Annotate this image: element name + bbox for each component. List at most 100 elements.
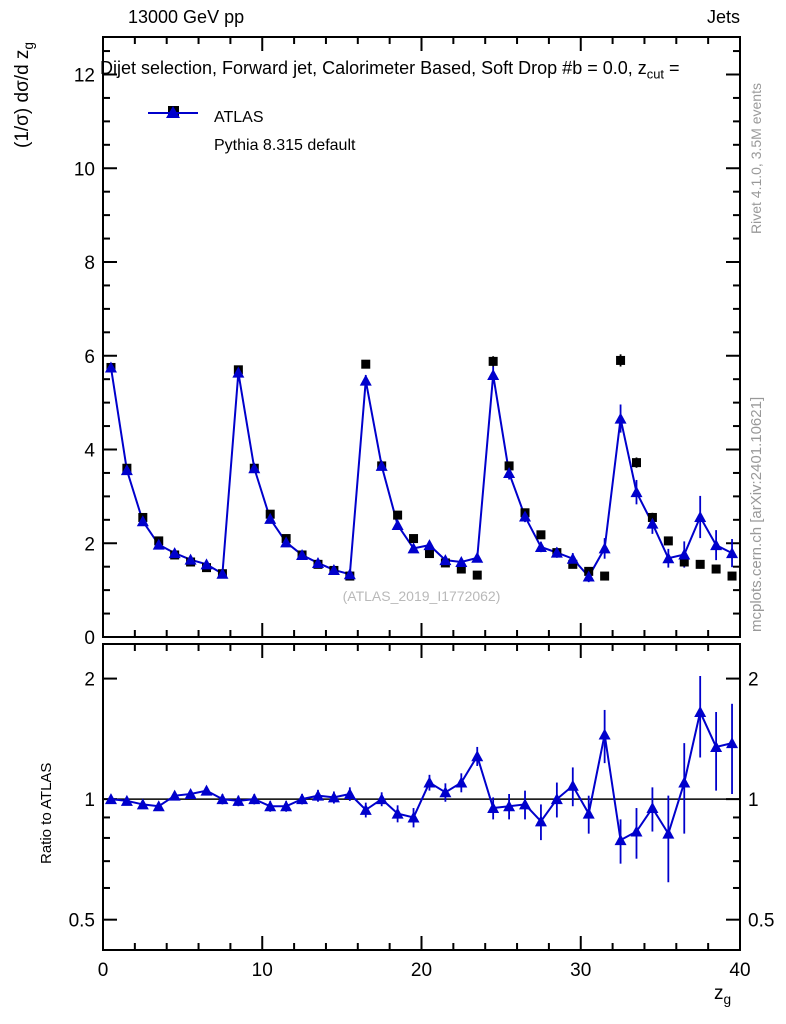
data-marker-triangle: [407, 811, 420, 823]
tick-label: 6: [84, 347, 95, 368]
data-marker-square: [711, 564, 721, 574]
data-marker-triangle: [296, 548, 309, 560]
data-marker-triangle: [200, 558, 213, 570]
data-marker-triangle: [280, 536, 293, 548]
data-marker-triangle: [136, 515, 149, 527]
tick-label: 1: [748, 790, 759, 811]
data-marker-triangle: [311, 556, 324, 568]
data-marker-triangle: [200, 784, 213, 796]
data-marker-triangle: [327, 563, 340, 575]
tick-label: 8: [84, 253, 95, 274]
data-marker-triangle: [407, 542, 420, 554]
plot-title: Dijet selection, Forward jet, Calorimete…: [100, 58, 742, 82]
data-marker-triangle: [519, 798, 532, 810]
data-marker-triangle: [152, 800, 165, 812]
data-marker-triangle: [614, 834, 627, 846]
data-marker-triangle: [343, 568, 356, 580]
data-marker-triangle: [327, 791, 340, 803]
tick-label: 10: [74, 159, 95, 180]
tick-label: 2: [84, 534, 95, 555]
data-marker-square: [456, 564, 466, 574]
data-marker-triangle: [566, 779, 579, 791]
data-marker-triangle: [630, 486, 643, 498]
data-marker-triangle: [168, 547, 181, 559]
data-marker-triangle: [614, 412, 627, 424]
tick-label: 1: [84, 790, 95, 811]
data-marker-triangle: [311, 789, 324, 801]
data-marker-triangle: [375, 793, 388, 805]
data-marker-triangle: [487, 802, 500, 814]
tick-label: 10: [252, 960, 273, 981]
data-marker-square: [409, 534, 419, 544]
data-marker-triangle: [280, 800, 293, 812]
data-marker-square: [488, 356, 498, 366]
data-marker-triangle: [646, 802, 659, 814]
data-marker-triangle: [248, 462, 261, 474]
tick-label: 12: [74, 66, 95, 87]
data-marker-triangle: [359, 374, 372, 386]
data-marker-triangle: [152, 538, 165, 550]
data-marker-square: [568, 559, 578, 569]
y-axis-label-main: (1/σ) dσ/d zg: [12, 41, 36, 148]
data-marker-square: [600, 571, 610, 581]
data-marker-triangle: [582, 807, 595, 819]
data-marker-triangle: [678, 776, 691, 788]
data-marker-triangle: [248, 793, 261, 805]
data-marker-triangle: [726, 737, 739, 749]
data-marker-triangle: [662, 552, 675, 564]
data-marker-triangle: [343, 787, 356, 799]
data-marker-triangle: [264, 800, 277, 812]
data-marker-square: [424, 549, 434, 559]
pythia-line-main: [109, 367, 733, 579]
data-marker-square: [616, 355, 626, 365]
tick-label: 2: [748, 670, 759, 691]
data-marker-triangle: [184, 787, 197, 799]
tick-label: 4: [84, 441, 95, 462]
data-marker-square: [663, 536, 673, 546]
data-marker-triangle: [391, 807, 404, 819]
data-marker-triangle: [630, 825, 643, 837]
data-marker-triangle: [710, 539, 723, 551]
data-marker-square: [361, 359, 371, 369]
data-marker-square: [631, 458, 641, 468]
data-marker-triangle: [678, 548, 691, 560]
data-marker-square: [472, 570, 482, 580]
data-marker-triangle: [646, 517, 659, 529]
data-marker-triangle: [503, 466, 516, 478]
data-marker-triangle: [296, 793, 309, 805]
data-marker-triangle: [359, 803, 372, 815]
data-marker-triangle: [710, 740, 723, 752]
data-marker-triangle: [264, 512, 277, 524]
legend-label-pythia: Pythia 8.315 default: [214, 137, 356, 154]
data-marker-triangle: [136, 798, 149, 810]
data-marker-triangle: [503, 800, 516, 812]
tick-label: 20: [411, 960, 432, 981]
plot-title-text: Dijet selection, Forward jet, Calorimete…: [100, 58, 647, 78]
beam-energy-label: 13000 GeV pp: [128, 7, 245, 27]
tick-label: 40: [729, 960, 750, 981]
data-marker-triangle: [216, 567, 229, 579]
data-marker-triangle: [694, 511, 707, 522]
tick-label: 0: [98, 960, 109, 981]
legend-item-pythia: Pythia 8.315 default: [148, 106, 356, 160]
legend-label-atlas: ATLAS: [214, 109, 264, 126]
data-marker-triangle: [104, 793, 117, 805]
data-marker-triangle: [534, 541, 547, 552]
legend: ATLAS Pythia 8.315 default: [148, 104, 355, 160]
data-marker-triangle: [598, 542, 611, 554]
data-marker-triangle: [216, 793, 229, 805]
data-marker-triangle: [694, 706, 707, 718]
data-marker-triangle: [726, 547, 739, 559]
analysis-topic-label: Jets: [706, 7, 740, 27]
data-marker-triangle: [232, 366, 245, 378]
pythia-line-ratio: [110, 708, 733, 842]
data-marker-triangle: [471, 750, 484, 762]
rivet-version-label: Rivet 4.1.0, 3.5M events: [748, 83, 764, 234]
data-marker-triangle: [184, 553, 197, 565]
data-marker-triangle: [375, 459, 388, 471]
data-marker-triangle: [423, 776, 436, 788]
y-axis-label-ratio: Ratio to ATLAS: [38, 762, 55, 864]
data-marker-triangle: [232, 794, 245, 806]
data-marker-triangle: [120, 464, 133, 476]
